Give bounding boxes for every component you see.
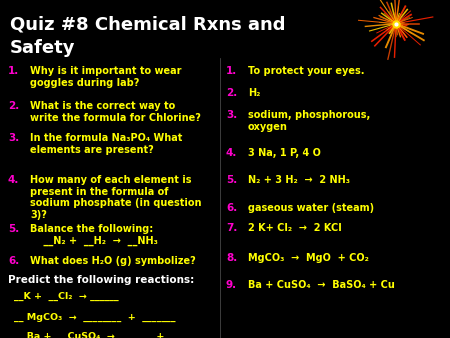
- Text: __ Ba +  __CuSO₄  →  ______  +  ____: __ Ba + __CuSO₄ → ______ + ____: [14, 332, 190, 338]
- Text: sodium, phosphorous,
oxygen: sodium, phosphorous, oxygen: [248, 110, 370, 131]
- Text: 8.: 8.: [226, 253, 237, 263]
- Text: 6.: 6.: [8, 256, 19, 266]
- Text: Quiz #8 Chemical Rxns and: Quiz #8 Chemical Rxns and: [10, 15, 285, 33]
- Text: Predict the following reactions:: Predict the following reactions:: [8, 275, 194, 285]
- Text: 3 Na, 1 P, 4 O: 3 Na, 1 P, 4 O: [248, 148, 321, 158]
- Text: 2.: 2.: [8, 101, 19, 111]
- Text: 5.: 5.: [226, 175, 237, 185]
- Text: 9.: 9.: [226, 280, 237, 290]
- Text: To protect your eyes.: To protect your eyes.: [248, 66, 364, 76]
- Text: 3.: 3.: [226, 110, 237, 120]
- Text: 5.: 5.: [8, 224, 19, 234]
- Text: What does H₂O (g) symbolize?: What does H₂O (g) symbolize?: [30, 256, 196, 266]
- Text: __ MgCO₃  →  ________  +  _______: __ MgCO₃ → ________ + _______: [14, 313, 175, 322]
- Text: Ba + CuSO₄  →  BaSO₄ + Cu: Ba + CuSO₄ → BaSO₄ + Cu: [248, 280, 395, 290]
- Text: In the formula Na₃PO₄ What
elements are present?: In the formula Na₃PO₄ What elements are …: [30, 133, 182, 154]
- Text: MgCO₃  →  MgO  + CO₂: MgCO₃ → MgO + CO₂: [248, 253, 369, 263]
- Text: 1.: 1.: [8, 66, 19, 76]
- Text: 4.: 4.: [8, 175, 19, 185]
- Text: 3.: 3.: [8, 133, 19, 143]
- Text: gaseous water (steam): gaseous water (steam): [248, 203, 374, 213]
- Text: Why is it important to wear
goggles during lab?: Why is it important to wear goggles duri…: [30, 66, 181, 88]
- Text: 2 K+ Cl₂  →  2 KCl: 2 K+ Cl₂ → 2 KCl: [248, 223, 342, 233]
- Text: __K +  __Cl₂  → ______: __K + __Cl₂ → ______: [14, 292, 119, 301]
- Text: 2.: 2.: [226, 88, 237, 98]
- Text: Balance the following:
    __N₂ +  __H₂  →  __NH₃: Balance the following: __N₂ + __H₂ → __N…: [30, 224, 158, 246]
- Text: 6.: 6.: [226, 203, 237, 213]
- Text: 1.: 1.: [226, 66, 237, 76]
- Text: What is the correct way to
write the formula for Chlorine?: What is the correct way to write the for…: [30, 101, 201, 123]
- Text: How many of each element is
present in the formula of
sodium phosphate (in quest: How many of each element is present in t…: [30, 175, 202, 220]
- Text: Safety: Safety: [10, 39, 76, 57]
- Text: N₂ + 3 H₂  →  2 NH₃: N₂ + 3 H₂ → 2 NH₃: [248, 175, 350, 185]
- Text: 4.: 4.: [226, 148, 238, 158]
- Text: 7.: 7.: [226, 223, 238, 233]
- Text: H₂: H₂: [248, 88, 261, 98]
